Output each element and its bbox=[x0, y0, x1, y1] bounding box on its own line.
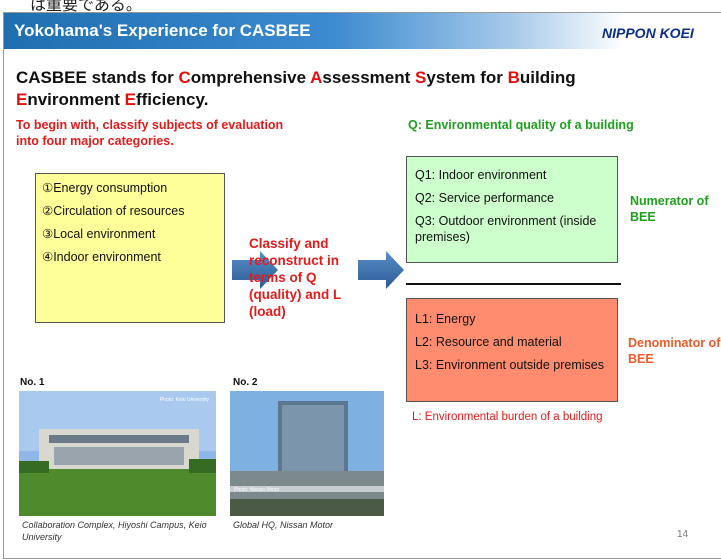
photo-label: No. 1 bbox=[20, 377, 45, 388]
load-note: L: Environmental burden of a building bbox=[412, 411, 603, 423]
photo-label: No. 2 bbox=[233, 377, 258, 388]
title-part: S bbox=[415, 68, 427, 87]
load-box: L1: Energy L2: Resource and material L3: E… bbox=[406, 298, 618, 402]
quality-item: Q1: Indoor environment bbox=[415, 168, 547, 182]
photo-credit: Photo: Keio University bbox=[160, 397, 210, 403]
load-item: L3: Environment outside premises bbox=[415, 358, 604, 372]
title-part: C bbox=[178, 68, 191, 87]
title-part: B bbox=[507, 68, 520, 87]
quality-item: Q3: Outdoor environment (inside premises… bbox=[415, 214, 597, 244]
title-part: ystem for bbox=[426, 68, 508, 87]
title-part: CASBEE stands for bbox=[16, 68, 179, 87]
category-item: ②Circulation of resources bbox=[42, 204, 185, 218]
category-box: ①Energy consumption ②Circulation of resou… bbox=[35, 173, 225, 323]
photo-credit: Photo: Nissan Motor bbox=[234, 487, 280, 493]
quality-box: Q1: Indoor environment Q2: Service perfor… bbox=[406, 156, 618, 263]
arrow bbox=[232, 251, 278, 289]
header-bar bbox=[4, 13, 721, 49]
middle-text: Classify and reconstruct in terms of Q (… bbox=[249, 236, 342, 319]
photo-caption: Collaboration Complex, Hiyoshi Campus, K… bbox=[22, 520, 207, 542]
load-item: L2: Resource and material bbox=[415, 335, 562, 349]
photo: Photo: Keio University bbox=[19, 391, 216, 516]
arrow bbox=[358, 251, 404, 289]
page-number: 14 bbox=[677, 529, 689, 540]
category-item: ④Indoor environment bbox=[42, 250, 161, 264]
category-item: ①Energy consumption bbox=[42, 181, 168, 195]
brand: NIPPON KOEI bbox=[602, 25, 694, 41]
title-part: uilding bbox=[519, 68, 576, 87]
photo-caption: Global HQ, Nissan Motor bbox=[233, 520, 334, 530]
load-item: L1: Energy bbox=[415, 312, 476, 326]
title-part: nvironment bbox=[27, 90, 125, 109]
photo: Photo: Nissan Motor bbox=[230, 391, 384, 516]
title-part: E bbox=[16, 90, 28, 109]
title-part: fficiency. bbox=[135, 90, 209, 109]
slide-title: CASBEE stands for Comprehensive Assessme… bbox=[16, 67, 656, 111]
title-part: ssessment bbox=[322, 68, 416, 87]
denominator: Denominator of BEE bbox=[628, 336, 721, 366]
title-part: A bbox=[310, 68, 323, 87]
numerator: Numerator of BEE bbox=[630, 194, 709, 224]
category-item: ③Local environment bbox=[42, 227, 156, 241]
top-text: は重要である。 bbox=[30, 0, 142, 14]
header-title: Yokohama's Experience for CASBEE bbox=[14, 21, 311, 40]
quality-heading: Q: Environmental quality of a building bbox=[408, 118, 634, 132]
slide: Yokohama's Experience for CASBEE NIPPON … bbox=[3, 12, 721, 559]
intro: To begin with, classify subjects of eval… bbox=[16, 118, 284, 148]
title-part: omprehensive bbox=[190, 68, 311, 87]
quality-item: Q2: Service performance bbox=[415, 191, 554, 205]
fraction-line bbox=[406, 283, 621, 285]
title-part: E bbox=[124, 90, 136, 109]
